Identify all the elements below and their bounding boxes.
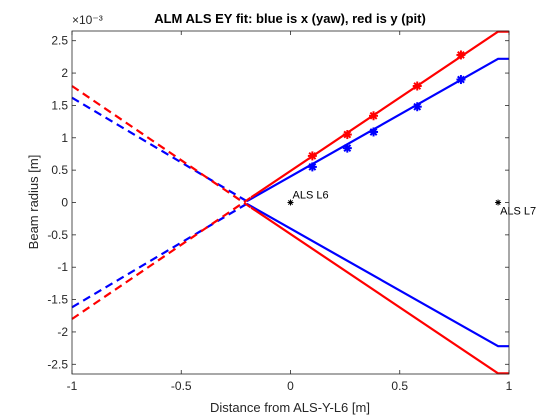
annotation-point-stroke [495, 200, 501, 205]
x-axis: -1 -0.5 0 0.5 1 [67, 31, 513, 393]
y-tick-label: 2.5 [51, 34, 68, 48]
marker-stroke [343, 130, 352, 139]
y-tick-label: 2 [61, 66, 68, 80]
y-tick-label: -2.5 [47, 357, 68, 371]
series-1-marker [369, 111, 379, 121]
y-axis-label: Beam radius [m] [26, 155, 41, 250]
x-axis-label: Distance from ALS-Y-L6 [m] [210, 400, 370, 415]
x-tick-label: -1 [67, 379, 78, 393]
marker-stroke [413, 102, 422, 111]
x-tick-label: 0 [287, 379, 294, 393]
series-0-solid-lower-line [246, 202, 509, 348]
series-1-dashed-upper-line [71, 85, 252, 209]
series-1-solid-lower-line [250, 206, 509, 375]
y-tick-label: -2 [57, 325, 68, 339]
annotation-label: ALS L7 [500, 206, 536, 218]
annotation-point-stroke [288, 200, 293, 205]
x-tick-label: 1 [506, 379, 513, 393]
y-tick-label: -1.5 [47, 293, 68, 307]
series-0-marker [307, 162, 317, 172]
series-0-marker [369, 127, 379, 137]
marker-stroke [457, 51, 465, 59]
series-0-marker [456, 75, 466, 85]
x-tick-label: -0.5 [171, 379, 192, 393]
y-exponent-label: ×10⁻³ [72, 13, 103, 27]
y-axis: -2.5 -2 -1.5 -1 -0.5 0 0.5 1 1.5 2 2.5 [47, 34, 509, 371]
marker-stroke [413, 82, 422, 90]
annotation-point [495, 199, 502, 206]
series-lines [71, 30, 509, 375]
x-tick-label: 0.5 [391, 379, 408, 393]
series-1-marker [307, 151, 317, 161]
marker-stroke [369, 111, 378, 120]
y-tick-label: 0.5 [51, 163, 68, 177]
y-tick-label: -1 [57, 260, 68, 274]
marker-stroke [343, 144, 352, 153]
annotation-label: ALS L6 [293, 190, 329, 202]
annotation-point [287, 199, 294, 206]
series-1-marker [412, 81, 422, 91]
series-1-solid-upper-line [250, 30, 509, 199]
series-1-marker [456, 50, 466, 60]
series-1-marker [342, 130, 352, 140]
y-tick-label: 1.5 [51, 98, 68, 112]
series-0-marker [342, 143, 352, 153]
marker-stroke [369, 128, 378, 136]
series-0-marker [412, 102, 422, 112]
y-tick-label: -0.5 [47, 228, 68, 242]
marker-stroke [308, 163, 317, 171]
series-markers [307, 50, 466, 172]
marker-stroke [457, 75, 465, 84]
series-1-dashed-lower-line [71, 196, 252, 320]
marker-stroke [308, 152, 317, 160]
chart-title: ALM ALS EY fit: blue is x (yaw), red is … [154, 11, 426, 26]
series-0-solid-upper-line [246, 57, 509, 203]
y-tick-label: 1 [61, 131, 68, 145]
y-tick-label: 0 [61, 196, 68, 210]
